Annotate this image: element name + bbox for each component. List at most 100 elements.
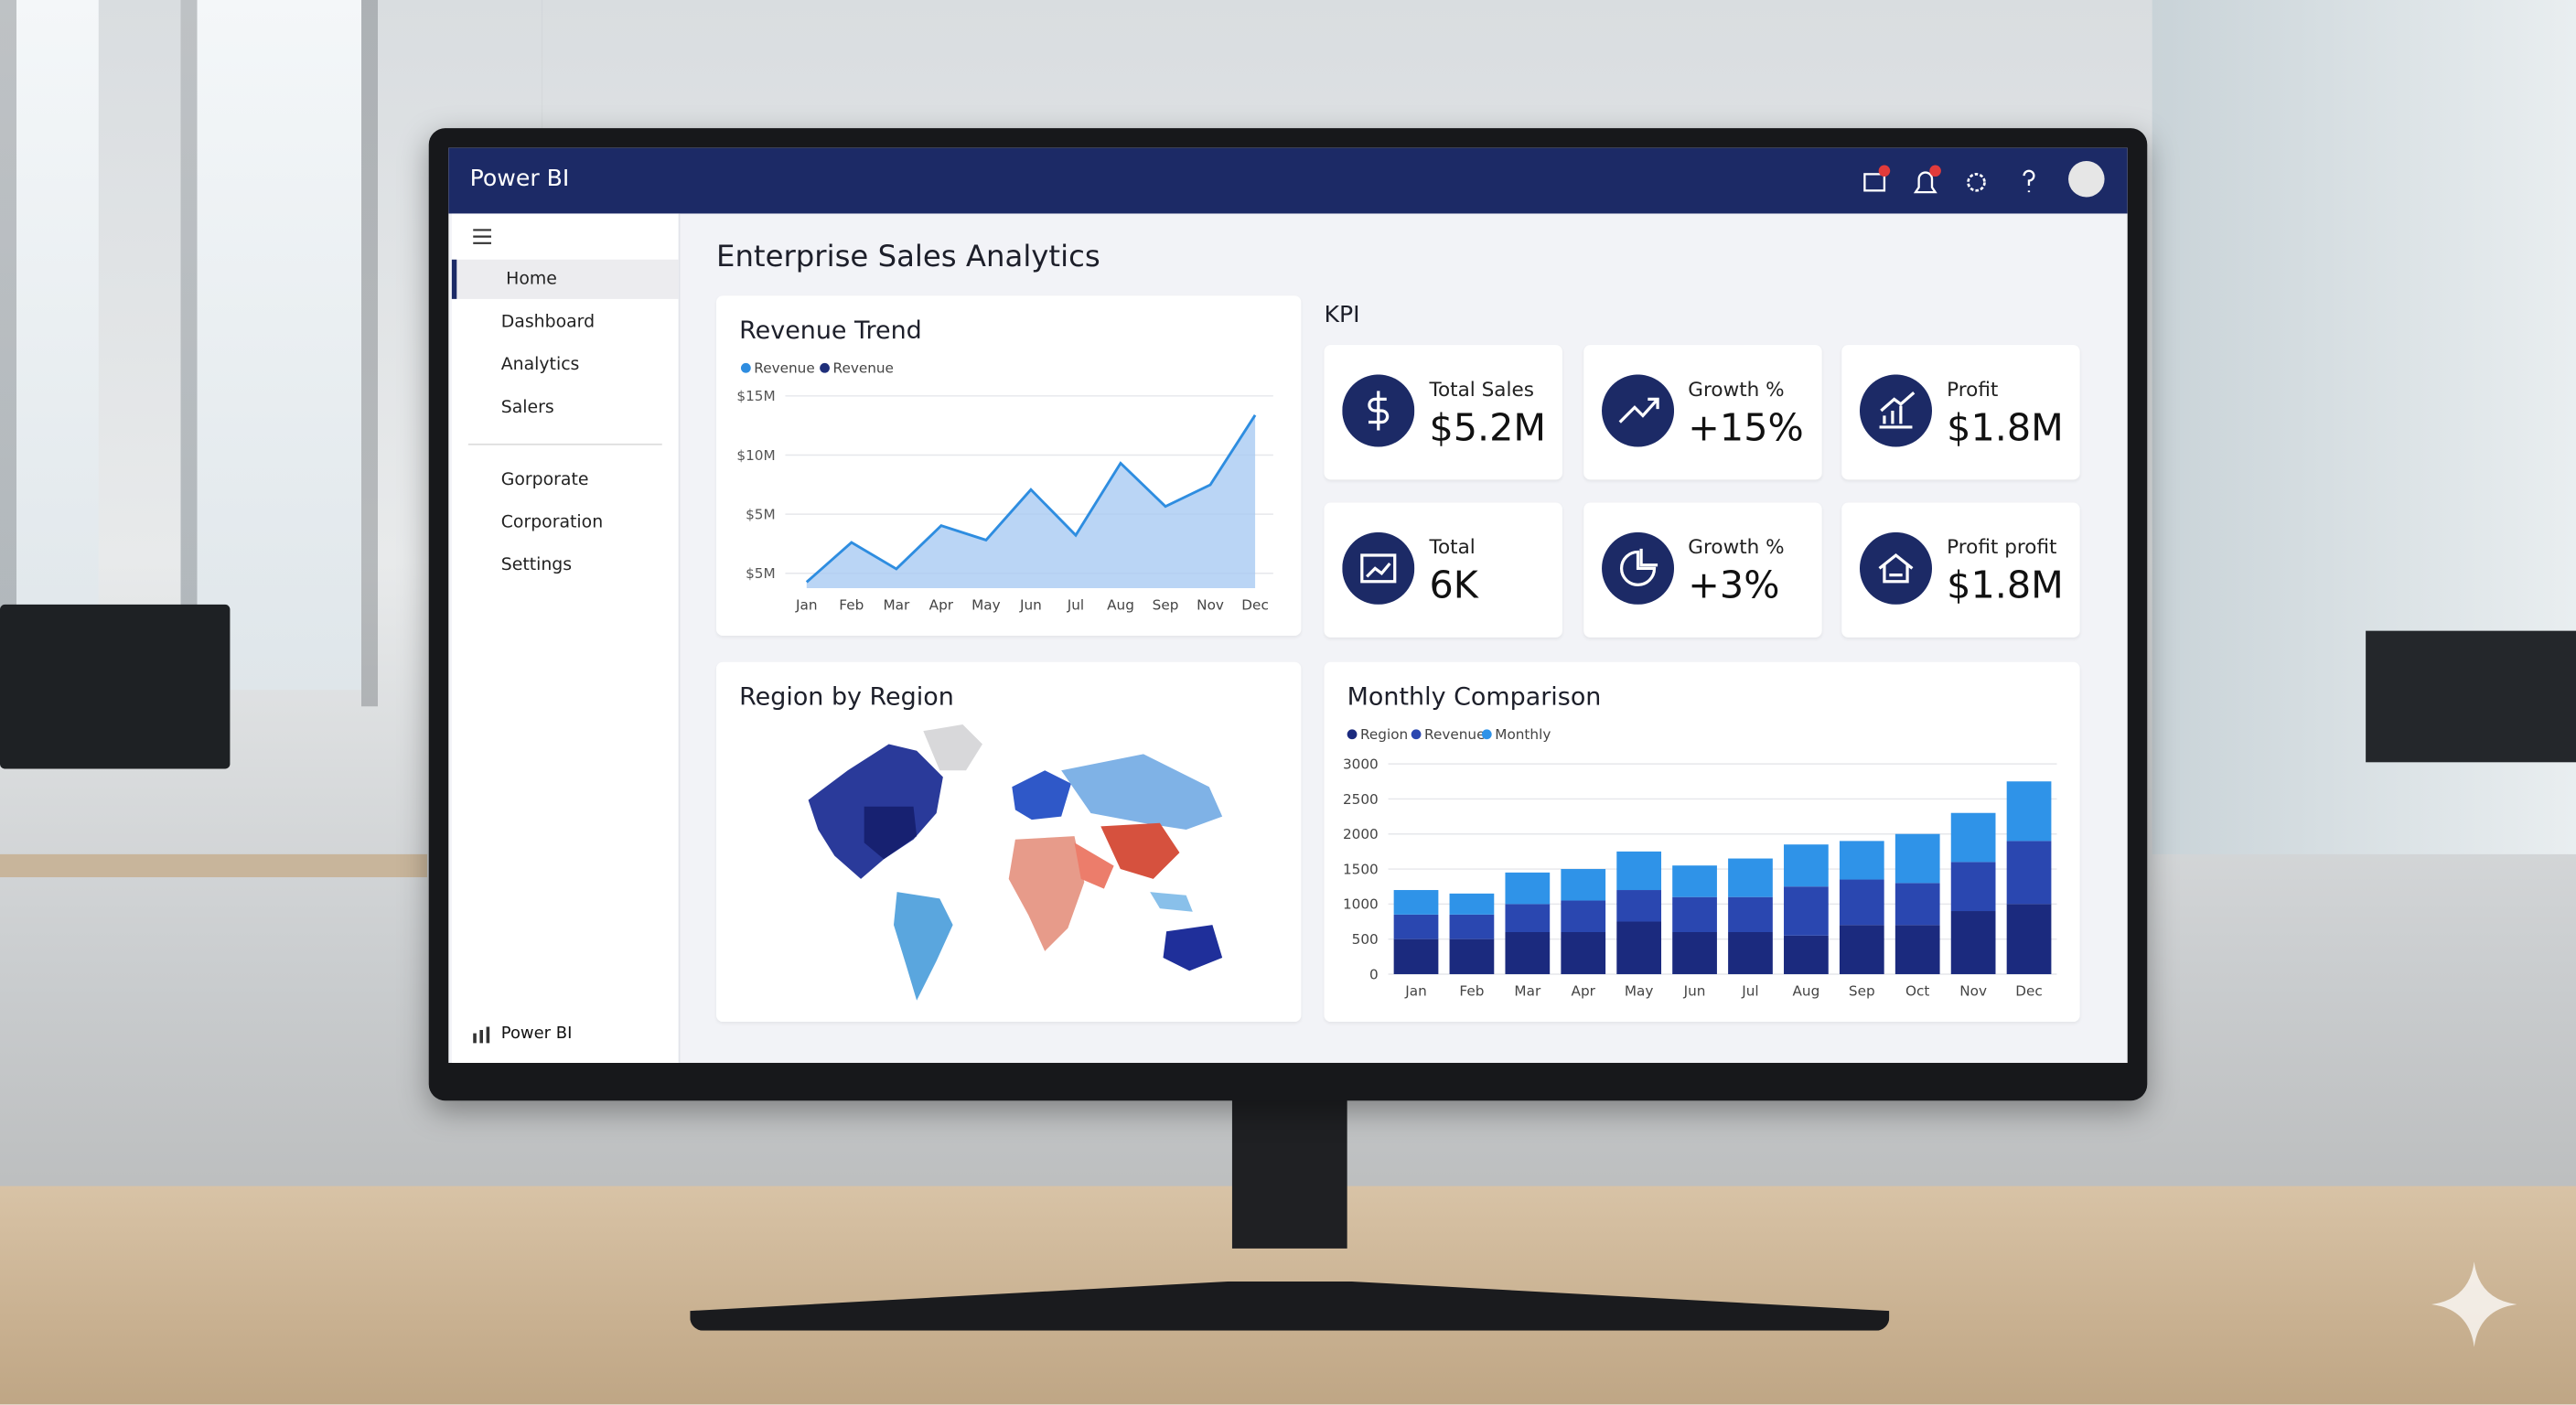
bar-segment — [1950, 911, 1996, 974]
kpi-card: Total Sales $5.2M — [1324, 345, 1562, 480]
x-tick-label: Sep — [1153, 596, 1179, 613]
x-tick-label: Jun — [1019, 596, 1042, 613]
bar-segment — [1616, 851, 1662, 891]
bar-segment — [2006, 904, 2052, 974]
bar-segment — [1672, 896, 1717, 933]
notifications-icon[interactable] — [1913, 171, 1937, 194]
legend-swatch — [1347, 729, 1358, 740]
bar-segment — [1894, 833, 1940, 884]
area — [806, 414, 1256, 588]
bar-segment — [1505, 932, 1551, 974]
nav-item[interactable]: Dashboard — [500, 312, 596, 332]
world-map — [808, 724, 1223, 1001]
y-tick-label: 2000 — [1343, 826, 1379, 842]
help-icon[interactable] — [2023, 169, 2035, 193]
kpi-label: Profit — [1947, 378, 1999, 402]
bar-segment — [1616, 921, 1662, 974]
icon-glyph — [1879, 391, 1916, 429]
y-tick-label: $10M — [736, 447, 775, 464]
legend-label: Revenue — [754, 360, 814, 377]
badge — [1878, 165, 1891, 177]
badge — [1929, 165, 1941, 177]
africa — [1008, 836, 1085, 951]
x-tick-label: Nov — [1197, 596, 1224, 613]
bar-segment — [1839, 841, 1884, 880]
bar-segment — [1505, 904, 1551, 933]
kpi-value: $1.8M — [1947, 564, 2064, 608]
nav-item[interactable]: Salers — [500, 397, 554, 418]
menu-icon[interactable] — [471, 227, 494, 247]
x-tick-label: Jul — [1067, 596, 1084, 613]
kpi-card: Profit $1.8M — [1841, 345, 2080, 480]
x-tick-label: Jul — [1741, 982, 1758, 999]
y-tick-label: $5M — [746, 565, 776, 582]
x-tick-label: Apr — [929, 596, 954, 613]
card-title: Revenue Trend — [739, 315, 922, 346]
x-tick-label: Feb — [1459, 982, 1484, 999]
messages-icon[interactable] — [1863, 173, 1886, 192]
app-name: Power BI — [469, 166, 570, 193]
legend-swatch — [1481, 729, 1492, 740]
bar-segment — [1616, 890, 1662, 922]
y-tick-label: 1000 — [1343, 896, 1379, 913]
nav-item[interactable]: Settings — [500, 555, 573, 575]
legend-label: Revenue — [1424, 726, 1485, 743]
sidebar: Home Dashboard Analytics Salers Gorporate Co… — [451, 213, 681, 1063]
avatar[interactable] — [2068, 161, 2105, 198]
bar-segment — [1784, 844, 1829, 887]
bar-segment — [1393, 914, 1439, 939]
x-tick-label: Mar — [883, 596, 910, 613]
settings-icon[interactable] — [1967, 173, 1986, 192]
legend-swatch — [740, 362, 751, 373]
kpi-card: Profit profit $1.8M — [1841, 502, 2080, 638]
bar-segment — [1393, 938, 1439, 974]
y-tick-label: $15M — [736, 388, 775, 404]
y-tick-label: 1500 — [1343, 861, 1379, 877]
kpi-card: Growth % +3% — [1583, 502, 1821, 638]
bar-segment — [1728, 932, 1773, 974]
kpi-icon — [1601, 374, 1674, 447]
watermark — [2431, 1261, 2517, 1347]
bar-segment — [1950, 862, 1996, 912]
background-monitor — [0, 604, 231, 769]
x-tick-label: Dec — [1241, 596, 1269, 613]
kpi-label: Growth % — [1688, 378, 1785, 402]
window — [0, 0, 99, 691]
bar-segment — [1561, 900, 1606, 933]
nav-item[interactable]: Corporation — [500, 512, 604, 532]
nav-item[interactable]: Analytics — [500, 354, 580, 375]
sidebar-footer: Power BI — [500, 1024, 573, 1044]
background-desk — [0, 853, 427, 878]
kpi-icon — [1859, 531, 1933, 605]
x-tick-label: Nov — [1959, 982, 1987, 999]
bar-segment — [1449, 914, 1495, 939]
bar-segment — [1393, 890, 1439, 915]
kpi-value: $1.8M — [1947, 407, 2064, 451]
bar-segment — [1672, 865, 1717, 897]
nav-item[interactable]: Gorporate — [500, 469, 589, 490]
kpi-icon — [1601, 531, 1674, 605]
legend-swatch — [1411, 729, 1422, 740]
china — [1100, 822, 1180, 879]
nav-item[interactable]: Home — [451, 259, 679, 299]
kpi-icon — [1342, 374, 1415, 447]
x-tick-label: Aug — [1792, 982, 1819, 999]
header-icons — [1863, 161, 2105, 198]
card-title: Monthly Comparison — [1347, 681, 1602, 712]
x-tick-label: Jan — [1404, 982, 1427, 999]
kpi-value: +15% — [1688, 407, 1804, 451]
kpi-value: $5.2M — [1429, 407, 1547, 451]
greenland — [923, 724, 982, 771]
legend-label: Monthly — [1495, 726, 1551, 743]
x-tick-label: Jan — [795, 596, 818, 613]
y-tick-label: 3000 — [1343, 756, 1379, 772]
kpi-value: 6K — [1429, 564, 1478, 608]
bar-segment — [1894, 925, 1940, 974]
bar-segment — [2006, 781, 2052, 842]
bar-segment — [1561, 932, 1606, 974]
icon-circle — [1859, 374, 1933, 447]
icon-glyph — [1360, 553, 1397, 584]
y-tick-label: $5M — [746, 507, 776, 523]
bar-segment — [2006, 841, 2052, 905]
southeast-asia — [1150, 892, 1193, 912]
